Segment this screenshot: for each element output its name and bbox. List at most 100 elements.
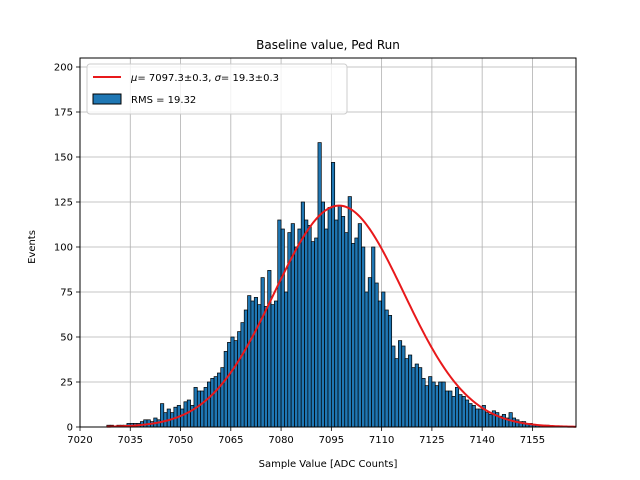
- histogram-bar: [371, 246, 376, 428]
- histogram-bar: [384, 309, 389, 428]
- histogram-bar: [381, 291, 386, 428]
- legend-sigma-symbol: σ: [215, 73, 222, 84]
- histogram-bar: [203, 387, 208, 428]
- histogram-bar: [227, 342, 232, 428]
- histogram-bar: [240, 322, 245, 428]
- histogram-bar: [223, 351, 228, 428]
- histogram-bar: [260, 277, 265, 428]
- histogram-bar: [314, 237, 319, 428]
- histogram-bar: [448, 390, 453, 428]
- histogram-bar: [361, 246, 366, 428]
- x-axis-label: Sample Value [ADC Counts]: [259, 459, 398, 470]
- legend-sigma-value: = 19.3±0.3: [221, 73, 279, 84]
- histogram-bar: [465, 399, 470, 428]
- histogram-bar: [324, 228, 329, 428]
- histogram-bar: [263, 306, 269, 428]
- histogram-bar: [414, 363, 419, 428]
- histogram-bar: [196, 390, 201, 428]
- histogram-bar: [404, 358, 409, 428]
- histogram-bar: [160, 403, 165, 428]
- histogram-bar: [341, 216, 346, 428]
- y-tick-label: 125: [54, 198, 73, 209]
- y-tick-label: 25: [60, 378, 73, 389]
- histogram-bar: [444, 390, 449, 428]
- histogram-bar: [277, 219, 282, 428]
- histogram-bar: [307, 225, 312, 428]
- histogram-bar: [317, 142, 322, 428]
- legend-frame: [86, 63, 348, 115]
- x-tick-label: 7035: [118, 435, 143, 446]
- histogram-bar: [253, 297, 258, 428]
- legend-histogram-swatch: [92, 93, 122, 105]
- y-tick-label: 200: [54, 63, 73, 74]
- y-axis-label: Events: [27, 230, 38, 264]
- histogram-bar: [357, 223, 362, 428]
- histogram-bar: [243, 309, 248, 428]
- legend: μ= 7097.3±0.3, σ= 19.3±0.3 RMS = 19.32: [86, 63, 348, 115]
- histogram-bar: [213, 376, 218, 428]
- histogram-bar: [471, 405, 476, 428]
- x-tick-label: 7050: [168, 435, 193, 446]
- histogram-bar: [210, 378, 215, 428]
- histogram-bar: [200, 390, 205, 428]
- histogram-bar: [458, 394, 463, 428]
- histogram-bar: [337, 205, 342, 428]
- histogram-bar: [431, 381, 436, 428]
- histogram-bar: [270, 304, 275, 428]
- histogram-bar: [428, 376, 433, 428]
- histogram-bar: [247, 295, 252, 428]
- x-tick-label: 7155: [520, 435, 545, 446]
- histogram-bar: [320, 201, 325, 428]
- histogram-bar: [438, 381, 443, 428]
- histogram-bar: [347, 196, 352, 428]
- x-tick-label: 7065: [218, 435, 243, 446]
- histogram-bar: [394, 358, 399, 428]
- histogram-bar: [401, 345, 406, 428]
- histogram-bar: [367, 277, 372, 428]
- histogram-bar: [391, 345, 396, 428]
- x-tick-label: 7080: [268, 435, 293, 446]
- legend-mu-symbol: μ: [130, 73, 137, 84]
- histogram-bar: [344, 232, 349, 428]
- histogram-bar: [478, 408, 483, 428]
- y-tick-label: 0: [67, 423, 73, 434]
- y-tick-label: 75: [60, 288, 73, 299]
- histogram-bar: [294, 246, 299, 428]
- histogram-bar: [451, 396, 456, 428]
- histogram-bar: [280, 228, 285, 428]
- x-tick-label: 7140: [469, 435, 494, 446]
- histogram-bar: [434, 385, 439, 428]
- histogram-bar: [418, 367, 423, 428]
- gaussian-fit-curve: [106, 204, 577, 428]
- x-axis-ticks: 7020 7035 7050 7065 7080 7095 7110 7125 7140 7155: [67, 427, 545, 446]
- histogram-bar: [455, 387, 460, 428]
- histogram-bar: [424, 385, 429, 428]
- y-tick-label: 175: [54, 108, 73, 119]
- legend-histogram-label: RMS = 19.32: [131, 95, 196, 106]
- histogram-bar: [217, 372, 222, 428]
- histogram-bar: [441, 381, 446, 428]
- histogram-bar: [374, 282, 379, 428]
- histogram-bar: [284, 291, 289, 428]
- chart-title: Baseline value, Ped Run: [256, 38, 400, 52]
- x-tick-label: 7125: [419, 435, 444, 446]
- histogram-bar: [267, 270, 272, 428]
- histogram-bar: [250, 300, 255, 428]
- histogram-bar: [220, 367, 225, 428]
- y-tick-label: 100: [54, 243, 73, 254]
- histogram-bar: [166, 408, 171, 428]
- y-tick-label: 50: [60, 333, 73, 344]
- histogram-bar: [207, 381, 212, 428]
- legend-mu-value: = 7097.3±0.3,: [137, 73, 214, 84]
- histogram-bar: [411, 367, 416, 428]
- histogram-bar: [274, 300, 279, 428]
- histogram-bar: [364, 291, 369, 428]
- histogram-bar: [304, 219, 309, 428]
- histogram-bar: [387, 315, 393, 428]
- histogram-bar: [331, 162, 336, 428]
- histogram-bar: [485, 412, 490, 428]
- y-tick-label: 150: [54, 153, 73, 164]
- x-tick-label: 7110: [369, 435, 394, 446]
- histogram-bar: [398, 340, 403, 428]
